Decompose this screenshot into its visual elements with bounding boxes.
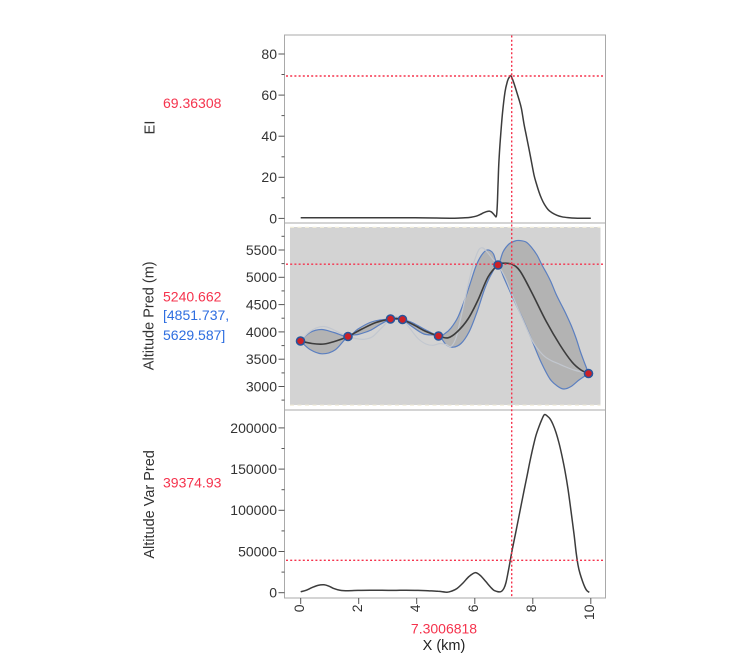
svg-text:39374.93: 39374.93 — [163, 475, 222, 491]
svg-text:7.3006818: 7.3006818 — [411, 621, 477, 637]
svg-text:4500: 4500 — [246, 297, 277, 313]
svg-text:2: 2 — [349, 604, 365, 612]
svg-text:0: 0 — [269, 585, 277, 601]
svg-text:150000: 150000 — [230, 461, 277, 477]
svg-text:[4851.737,: [4851.737, — [163, 307, 229, 323]
svg-text:0: 0 — [269, 210, 277, 226]
svg-text:Altitude Pred (m): Altitude Pred (m) — [142, 261, 158, 370]
svg-text:5629.587]: 5629.587] — [163, 327, 225, 343]
svg-text:4: 4 — [407, 604, 423, 612]
svg-text:200000: 200000 — [230, 420, 277, 436]
svg-text:100000: 100000 — [230, 502, 277, 518]
svg-text:X (km): X (km) — [423, 638, 466, 654]
svg-text:5500: 5500 — [246, 242, 277, 258]
svg-text:69.36308: 69.36308 — [163, 95, 222, 111]
svg-text:4000: 4000 — [246, 324, 277, 340]
svg-text:40: 40 — [261, 128, 277, 144]
svg-text:10: 10 — [581, 604, 597, 620]
svg-text:6: 6 — [465, 604, 481, 612]
svg-text:0: 0 — [291, 604, 307, 612]
svg-text:50000: 50000 — [238, 543, 277, 559]
svg-text:3500: 3500 — [246, 351, 277, 367]
svg-text:5000: 5000 — [246, 269, 277, 285]
svg-text:3000: 3000 — [246, 378, 277, 394]
svg-text:60: 60 — [261, 87, 277, 103]
svg-text:EI: EI — [143, 121, 159, 135]
svg-text:Altitude Var Pred: Altitude Var Pred — [142, 450, 158, 559]
svg-text:8: 8 — [523, 604, 539, 612]
svg-text:5240.662: 5240.662 — [163, 289, 222, 305]
svg-text:80: 80 — [261, 46, 277, 62]
svg-text:20: 20 — [261, 169, 277, 185]
